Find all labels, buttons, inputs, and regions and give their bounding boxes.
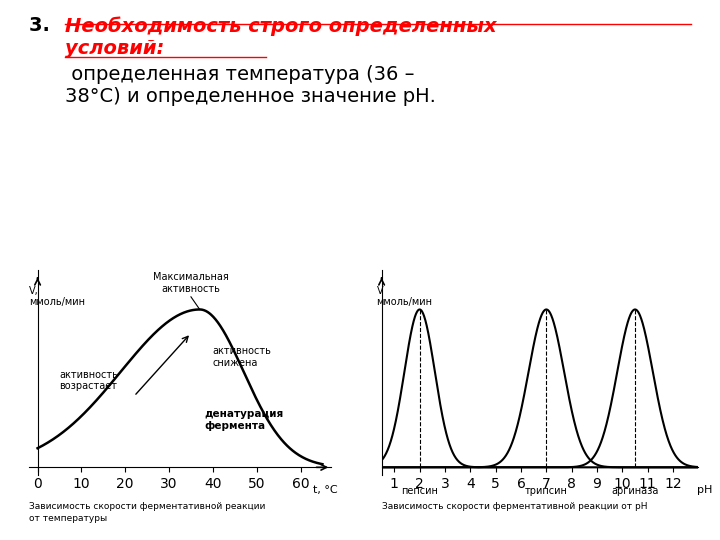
Text: активность
снижена: активность снижена bbox=[213, 346, 271, 368]
Text: определенная температура (36 –
38°С) и определенное значение рН.: определенная температура (36 – 38°С) и о… bbox=[65, 65, 436, 106]
Text: Максимальная
активность: Максимальная активность bbox=[153, 272, 229, 294]
Text: денатурация
фермента: денатурация фермента bbox=[204, 409, 284, 431]
Text: Зависимость скорости ферментативной реакции от рН: Зависимость скорости ферментативной реак… bbox=[382, 502, 647, 511]
Text: пепсин: пепсин bbox=[401, 486, 438, 496]
Text: V
ммоль/мин: V ммоль/мин bbox=[377, 286, 433, 307]
Text: Зависимость скорости ферментативной реакции
от температуры: Зависимость скорости ферментативной реак… bbox=[29, 502, 265, 523]
X-axis label: рН: рН bbox=[697, 485, 712, 496]
Text: аргиназа: аргиназа bbox=[611, 486, 659, 496]
Text: 3.: 3. bbox=[29, 16, 56, 35]
Text: активность
возрастает: активность возрастает bbox=[60, 370, 118, 392]
Text: трипсин: трипсин bbox=[525, 486, 568, 496]
Text: V,
ммоль/мин: V, ммоль/мин bbox=[29, 286, 85, 307]
X-axis label: t, °C: t, °C bbox=[312, 485, 338, 496]
Text: Необходимость строго определенных
условий:: Необходимость строго определенных услови… bbox=[65, 16, 496, 58]
